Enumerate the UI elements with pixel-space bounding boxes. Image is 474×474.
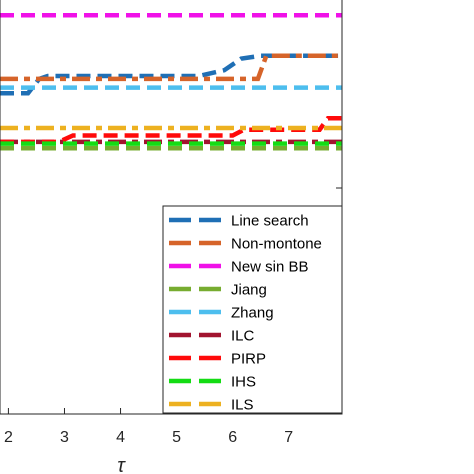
legend-label-jiang: Jiang: [231, 282, 267, 299]
x-tick-label: 4: [116, 429, 125, 446]
x-axis-label: τ: [117, 455, 126, 474]
legend-label-ilc: ILC: [231, 328, 255, 345]
legend-label-non-montone: Non-montone: [231, 236, 322, 253]
legend-box: [162, 205, 343, 414]
legend: Line search Non-montone New sin BB Jiang Zha…: [162, 205, 343, 414]
legend-label-new-sin-bb: New sin BB: [231, 259, 309, 276]
series-line-pirp: [0, 115, 342, 145]
legend-label-zhang: Zhang: [231, 305, 274, 322]
legend-label-ihs: IHS: [231, 374, 256, 391]
x-tick-label: 7: [284, 429, 293, 446]
legend-label-pirp: PIRP: [231, 351, 266, 368]
x-tick-label: 2: [4, 429, 13, 446]
x-tick-label: 6: [228, 429, 237, 446]
x-tick-label: 5: [172, 429, 181, 446]
legend-label-ils: ILS: [231, 397, 254, 414]
x-tick-label: 3: [60, 429, 69, 446]
legend-label-line-search: Line search: [231, 213, 309, 230]
series-lines: [0, 13, 342, 151]
